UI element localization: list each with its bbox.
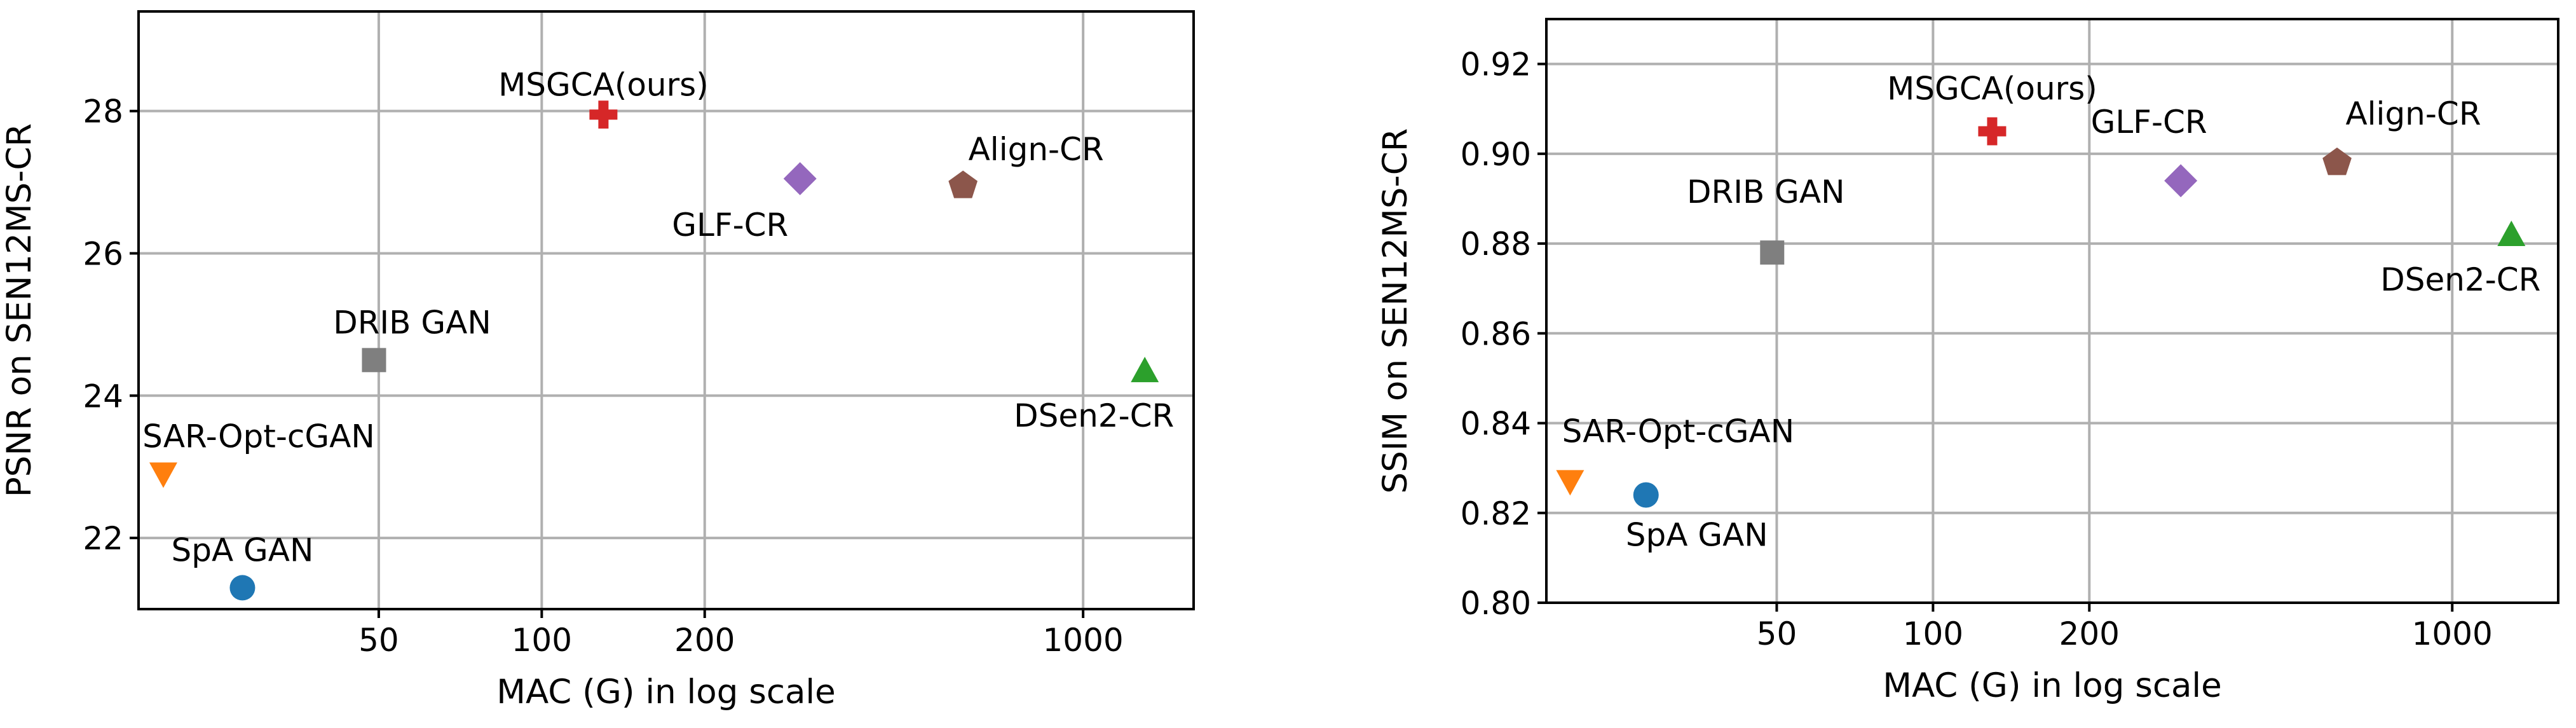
ssim-y-tick-label: 0.92 <box>1461 46 1531 83</box>
ssim-dsen2-cr-label: DSen2-CR <box>2380 261 2540 298</box>
psnr-drib-gan-label: DRIB GAN <box>333 304 491 341</box>
ssim-spa-gan-marker <box>1633 482 1659 508</box>
psnr-x-tick-label: 50 <box>358 622 399 659</box>
ssim-y-tick-label: 0.88 <box>1461 226 1531 263</box>
ssim-sar-opt-cgan-label: SAR-Opt-cGAN <box>1562 413 1795 450</box>
psnr-msgca-ours-label: MSGCA(ours) <box>498 66 709 103</box>
psnr-y-tick-label: 28 <box>83 93 123 130</box>
psnr-y-tick-label: 24 <box>83 378 123 415</box>
psnr-dsen2-cr-label: DSen2-CR <box>1014 397 1174 434</box>
ssim-y-tick-label: 0.86 <box>1461 315 1531 352</box>
ssim-y-tick-label: 0.82 <box>1461 495 1531 532</box>
ssim-x-tick-label: 200 <box>2059 615 2120 652</box>
psnr-x-axis-label: MAC (G) in log scale <box>496 673 836 711</box>
ssim-y-tick-label: 0.80 <box>1461 585 1531 622</box>
psnr-sar-opt-cgan-label: SAR-Opt-cGAN <box>142 418 375 455</box>
psnr-x-tick-label: 1000 <box>1043 622 1124 659</box>
psnr-spa-gan-label: SpA GAN <box>171 532 313 568</box>
ssim-msgca-ours-marker <box>1978 117 2007 146</box>
psnr-x-tick-label: 200 <box>674 622 735 659</box>
psnr-glf-cr-marker <box>783 161 817 195</box>
ssim-align-cr-marker <box>2322 148 2352 175</box>
ssim-y-tick-label: 0.84 <box>1461 406 1531 443</box>
psnr-plot-frame <box>137 10 1195 610</box>
psnr-y-tick-label: 22 <box>83 520 123 557</box>
ssim-sar-opt-cgan-marker <box>1556 470 1584 496</box>
psnr-dsen2-cr-marker <box>1131 357 1159 383</box>
psnr-spa-gan-marker <box>229 575 256 601</box>
ssim-drib-gan-marker <box>1760 240 1785 265</box>
ssim-drib-gan-label: DRIB GAN <box>1687 174 1845 210</box>
ssim-msgca-ours-label: MSGCA(ours) <box>1887 71 2097 107</box>
ssim-align-cr-label: Align-CR <box>2345 95 2481 132</box>
ssim-plot-frame <box>1545 18 2559 604</box>
psnr-align-cr-label: Align-CR <box>969 131 1104 168</box>
ssim-y-tick-label: 0.90 <box>1461 136 1531 173</box>
ssim-x-tick-label: 1000 <box>2412 615 2493 652</box>
psnr-y-tick-label: 26 <box>83 235 123 272</box>
ssim-x-tick-label: 100 <box>1903 615 1963 652</box>
ssim-dsen2-cr-marker <box>2497 220 2526 246</box>
ssim-y-axis-label: SSIM on SEN12MS-CR <box>1376 128 1415 494</box>
psnr-x-tick-label: 100 <box>512 622 572 659</box>
ssim-glf-cr-marker <box>2164 164 2198 198</box>
ssim-x-tick-label: 50 <box>1757 615 1797 652</box>
psnr-drib-gan-marker <box>362 348 386 373</box>
psnr-panel: 50 100 200 1000 22 24 26 28 MAC (G) in log scale… <box>0 10 1195 711</box>
psnr-glf-cr-label: GLF-CR <box>672 207 788 244</box>
ssim-panel: 50 100 200 1000 0.80 0.82 0.84 0.86 0.88 0.90 0.92… <box>1376 18 2559 705</box>
ssim-x-axis-label: MAC (G) in log scale <box>1883 666 2222 705</box>
psnr-y-axis-label: PSNR on SEN12MS-CR <box>0 123 39 497</box>
psnr-msgca-ours-marker <box>589 100 618 129</box>
ssim-spa-gan-label: SpA GAN <box>1626 517 1768 554</box>
psnr-sar-opt-cgan-marker <box>149 462 177 488</box>
ssim-glf-cr-label: GLF-CR <box>2091 104 2207 141</box>
psnr-align-cr-marker <box>948 170 978 198</box>
